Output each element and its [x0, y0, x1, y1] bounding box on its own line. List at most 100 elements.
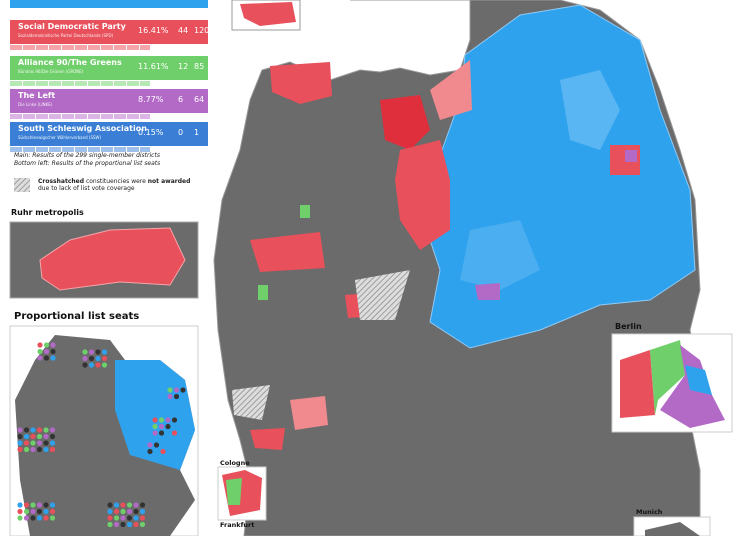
party-row: South Schleswig Association Südschleswig…	[10, 122, 208, 146]
seat-dot	[120, 515, 126, 521]
seat-dot	[17, 427, 23, 433]
seat-dot	[95, 355, 101, 362]
seat-dot	[101, 362, 108, 368]
seat-dot	[23, 508, 30, 515]
party-subtitle: Bündnis 90/Die Grünen (GRÜNE)	[18, 69, 84, 74]
seat-dot	[113, 521, 120, 528]
seat-dot	[133, 502, 139, 508]
seat-dot	[50, 355, 56, 361]
seat-dot	[36, 508, 43, 515]
seat-dot	[126, 508, 133, 515]
district-seats: 12	[178, 62, 189, 71]
seat-dot	[165, 417, 171, 423]
seat-dot	[23, 440, 30, 446]
text: constituencies were	[85, 178, 146, 185]
seat-dot	[139, 502, 146, 508]
party-name: Social Democratic Party	[18, 22, 126, 31]
seat-dot	[139, 521, 146, 528]
seat-dot	[43, 446, 49, 453]
seat-dot	[30, 508, 36, 515]
seat-dot	[49, 440, 56, 446]
seat-dot	[43, 433, 49, 440]
seat-dot	[43, 508, 49, 515]
region	[625, 150, 637, 162]
party-name: The Left	[18, 91, 56, 100]
region	[475, 283, 500, 300]
seat-dot	[88, 349, 95, 355]
region	[645, 522, 700, 536]
region	[460, 220, 540, 290]
seat-dot	[152, 417, 158, 423]
seat-dot	[101, 355, 108, 362]
inset-title: Ruhr metropolis	[11, 208, 84, 217]
seat-dot	[158, 417, 165, 423]
vote-share: 8.77%	[138, 95, 164, 104]
region	[650, 340, 685, 415]
seat-dot	[167, 393, 173, 400]
seat-dot	[88, 355, 95, 362]
seat-dot	[43, 355, 50, 361]
seat-dot	[43, 342, 50, 348]
region	[226, 478, 242, 505]
seat-dot	[43, 348, 50, 355]
bar-decoration	[10, 147, 150, 152]
district-seats: 0	[178, 128, 184, 137]
seat-dot	[23, 446, 30, 453]
seat-dot	[133, 521, 139, 528]
seat-dot	[113, 508, 120, 515]
inset-title: Munich	[636, 508, 663, 516]
seat-dot	[37, 355, 43, 361]
list-seats: 1	[194, 128, 200, 137]
seat-dot	[82, 355, 88, 362]
vote-share: 11.61%	[138, 62, 169, 71]
seat-dot	[49, 427, 56, 433]
seat-dot	[95, 349, 101, 355]
seat-dot	[133, 515, 139, 521]
seat-dot	[17, 508, 23, 515]
bar-decoration	[10, 81, 150, 86]
seat-dot	[107, 515, 113, 521]
seat-dot	[88, 362, 95, 368]
party-subtitle: Sozialdemokratische Partei Deutschlands …	[18, 33, 114, 38]
seat-dot	[147, 448, 153, 455]
seat-dot	[43, 515, 49, 521]
party-name: Alliance 90/The Greens	[18, 58, 122, 67]
seat-dot	[23, 433, 30, 440]
seat-dot	[139, 508, 146, 515]
seat-dot	[165, 430, 171, 436]
seat-dot	[160, 448, 166, 455]
seat-dot	[120, 502, 126, 508]
region	[560, 70, 620, 150]
seat-dot	[171, 423, 178, 430]
seat-dot	[152, 423, 158, 430]
hatched	[232, 385, 270, 420]
inset-title: Frankfurt	[220, 521, 255, 529]
seat-dot	[17, 502, 23, 508]
bold: not awarded	[147, 178, 191, 185]
seat-dot	[43, 440, 49, 446]
region	[39, 227, 186, 291]
region	[250, 232, 325, 272]
seat-dot	[126, 515, 133, 521]
seat-dot	[153, 442, 160, 448]
seat-dot	[30, 502, 36, 508]
seat-dot	[120, 521, 126, 528]
vote-share: 0.15%	[138, 128, 164, 137]
seat-dot	[49, 502, 56, 508]
seat-dot	[165, 423, 171, 430]
seat-dot	[49, 433, 56, 440]
seat-dot	[167, 387, 173, 393]
region	[685, 365, 712, 395]
bold: Crosshatched	[38, 178, 85, 185]
region	[270, 62, 332, 104]
seat-dot	[49, 446, 56, 453]
region	[258, 285, 268, 300]
seat-dot	[113, 515, 120, 521]
region	[240, 2, 296, 26]
seat-dot	[120, 508, 126, 515]
seat-dot	[171, 417, 178, 423]
note: Main: Results of the 299 single-member d…	[14, 152, 160, 159]
seat-dot	[158, 423, 165, 430]
seat-dot	[82, 362, 88, 368]
